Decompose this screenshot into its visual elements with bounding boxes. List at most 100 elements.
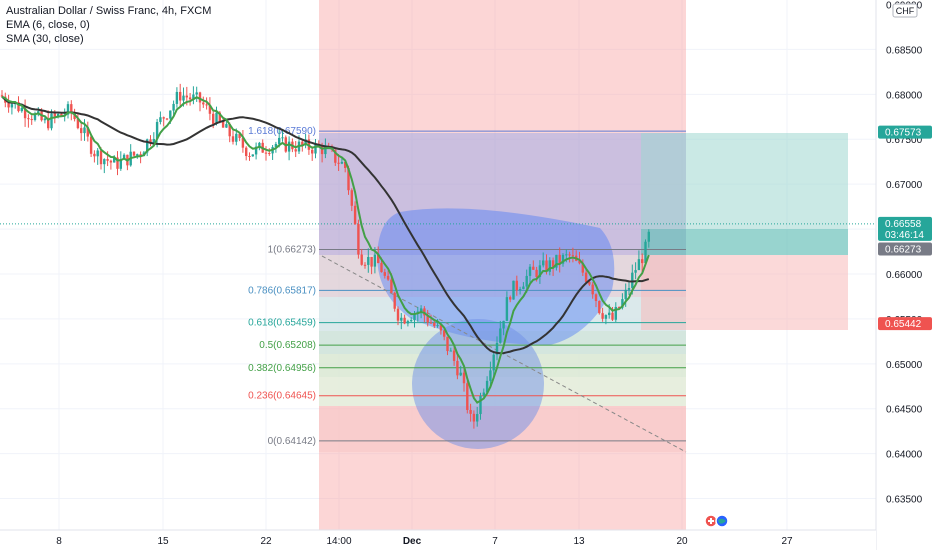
candle-body [624, 289, 627, 300]
candle-body [294, 149, 297, 152]
candle-body [278, 137, 281, 144]
candle-body [70, 104, 73, 113]
candle-body [93, 153, 96, 157]
candle-body [637, 259, 641, 271]
candle-body [132, 151, 136, 156]
candle-body [43, 118, 47, 121]
candle-body [370, 256, 373, 267]
candle-body [152, 138, 155, 143]
ema-line[interactable] [1, 95, 650, 404]
symbol-title[interactable]: Australian Dollar / Swiss Franc, 4h, FXC… [6, 5, 212, 17]
candle-body [446, 336, 449, 352]
candle-body [301, 141, 304, 146]
candle-body [27, 118, 30, 120]
candle-body [604, 315, 608, 319]
candle-body [66, 104, 70, 115]
time-tick-label: 7 [492, 536, 498, 547]
candle-body [60, 114, 63, 116]
price-tag-label: 0.66273 [885, 244, 922, 255]
price-tick-label: 0.63500 [886, 495, 923, 506]
candle-body [608, 312, 611, 316]
candle-body [254, 146, 258, 155]
candle-body [469, 409, 472, 414]
candle-body [215, 112, 218, 124]
candle-body [179, 91, 182, 101]
candle-body [449, 350, 452, 352]
candle-body [545, 260, 548, 272]
sma-line[interactable] [1, 95, 650, 355]
candle-body [452, 350, 456, 361]
candle-body [499, 328, 502, 343]
candle-body [198, 92, 202, 103]
candle-body [581, 263, 584, 273]
candle-body [429, 322, 433, 324]
blue-shape-upper[interactable] [377, 208, 615, 345]
candle-body [578, 260, 581, 264]
candle-body [205, 104, 208, 106]
fib-label: 0.236(0.64645) [248, 391, 316, 402]
price-tick-label: 0.68000 [886, 90, 923, 101]
candle-body [426, 315, 429, 323]
fib-label: 0.618(0.65459) [248, 318, 316, 329]
candle-body [47, 118, 50, 129]
time-axis-bg[interactable] [0, 530, 876, 550]
candle-body [525, 275, 528, 287]
candle-body [268, 152, 271, 154]
candle-body [406, 321, 410, 324]
candle-body [245, 147, 248, 157]
candle-body [472, 413, 476, 422]
long-position-profit-zone[interactable] [641, 133, 848, 255]
candle-body [80, 128, 83, 134]
price-tick-label: 0.67500 [886, 135, 923, 146]
candle-body [357, 224, 360, 255]
candle-body [443, 330, 446, 337]
candle-body [202, 102, 205, 105]
candle-body [367, 256, 370, 265]
candle-body [350, 190, 353, 206]
sma-indicator-label[interactable]: SMA (30, close) [6, 33, 84, 45]
candle-body [89, 136, 93, 154]
candle-body [591, 284, 594, 295]
price-tag [878, 317, 932, 331]
candle-body [119, 159, 122, 169]
candle-body [353, 205, 357, 225]
time-tick-label: 27 [781, 536, 793, 547]
candle-body [380, 263, 383, 273]
candle-body [228, 124, 231, 137]
candle-body [522, 286, 525, 290]
candle-body [644, 241, 647, 264]
candle-body [188, 97, 192, 100]
candle-body [208, 105, 212, 114]
price-axis-bg[interactable] [876, 0, 932, 550]
candle-body [314, 143, 317, 154]
candle-body [231, 136, 235, 142]
candle-body [588, 281, 591, 285]
candle-body [439, 325, 443, 331]
candle-body [225, 124, 228, 128]
candle-body [482, 392, 485, 396]
ema-indicator-label[interactable]: EMA (6, close, 0) [6, 19, 90, 31]
candle-body [558, 254, 561, 264]
candle-body [542, 260, 545, 266]
currency-box[interactable]: CHF [892, 3, 918, 18]
candle-body [149, 139, 152, 143]
candle-body [103, 159, 106, 165]
candle-body [502, 320, 505, 329]
candle-body [360, 254, 363, 265]
candle-body [551, 260, 555, 268]
time-tick-label: 22 [260, 536, 272, 547]
candle-body [23, 107, 27, 119]
event-icons[interactable] [704, 514, 729, 528]
candle-body [10, 104, 14, 108]
long-position-loss-zone[interactable] [641, 255, 848, 330]
candle-body [614, 306, 617, 320]
candle-body [218, 112, 221, 122]
time-tick-label: 15 [157, 536, 169, 547]
candle-body [96, 150, 99, 157]
candle-body [83, 127, 86, 134]
candle-body [492, 354, 495, 371]
candle-body [611, 312, 614, 320]
candle-body [571, 255, 575, 257]
